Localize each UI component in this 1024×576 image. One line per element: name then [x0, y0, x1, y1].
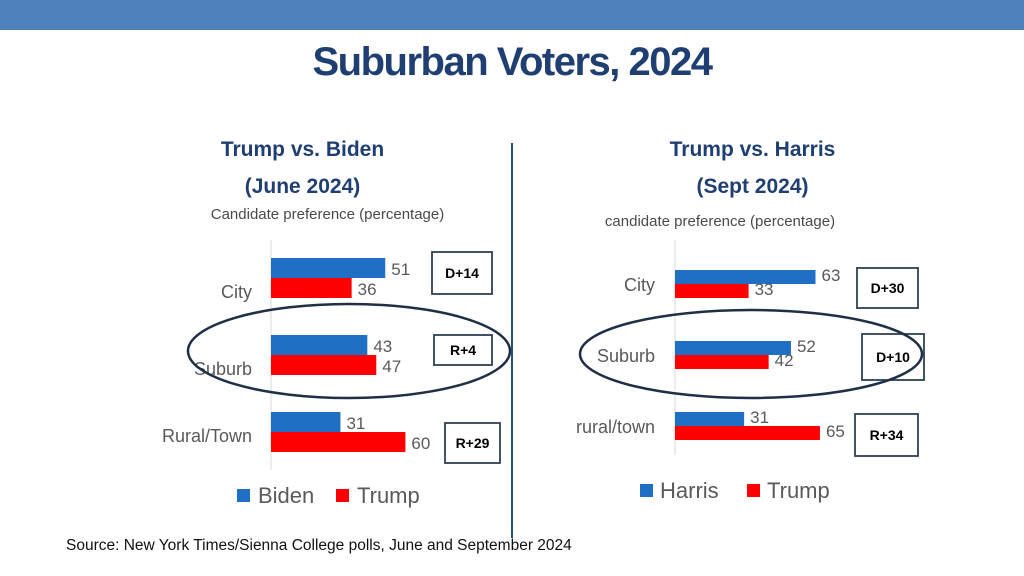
chart0-bar-biden [271, 335, 368, 355]
chart0-value-label: 51 [391, 260, 410, 279]
chart0-legend-swatch-biden [237, 489, 250, 502]
chart1-bar-harris [675, 270, 816, 284]
chart1-margin-label: D+30 [871, 280, 905, 296]
chart0-margin-label: R+29 [456, 435, 490, 451]
chart1-value-label: 65 [826, 422, 845, 441]
chart0-value-label: 47 [382, 357, 401, 376]
chart0-category-label: Rural/Town [162, 426, 252, 446]
chart0-bar-biden [271, 258, 386, 278]
chart0-bar-trump [271, 278, 352, 298]
chart1-value-label: 63 [821, 266, 840, 285]
source-note: Source: New York Times/Sienna College po… [66, 537, 572, 554]
chart1-highlight-ellipse [578, 308, 924, 400]
chart0-bar-trump [271, 432, 406, 452]
chart1-bar-trump [675, 426, 820, 440]
chart1-legend-swatch-harris [640, 484, 653, 497]
chart0-highlight-ellipse [186, 302, 512, 400]
chart0-margin-label: D+14 [445, 265, 479, 281]
right-chart-title: Trump vs. Harris [669, 138, 836, 161]
chart0-value-label: 43 [373, 337, 392, 356]
chart0-margin-box [444, 422, 501, 464]
slide-title: Suburban Voters, 2024 [312, 40, 713, 84]
chart0-legend-swatch-trump [336, 489, 349, 502]
chart1-category-label: City [624, 275, 655, 295]
chart1-bar-harris [675, 341, 791, 355]
chart0-legend-label: Trump [357, 483, 420, 508]
chart1-category-label: rural/town [576, 417, 655, 437]
header-bar [0, 0, 1024, 30]
chart1-margin-box [854, 413, 919, 457]
left-chart-title: Trump vs. Biden [220, 138, 385, 161]
chart1-value-label: 52 [797, 337, 816, 356]
chart1-margin-box [856, 267, 919, 309]
chart1-value-label: 31 [750, 408, 769, 427]
chart0-margin-box [433, 334, 493, 366]
chart0-value-label: 60 [411, 434, 430, 453]
chart1-legend-label: Harris [660, 478, 719, 503]
panel-divider [511, 143, 513, 538]
chart1-value-label: 33 [755, 280, 774, 299]
chart1-bar-harris [675, 412, 745, 426]
chart0-margin-label: R+4 [450, 342, 476, 358]
chart0-value-label: 31 [346, 414, 365, 433]
chart0-bar-biden [271, 412, 341, 432]
chart1-value-label: 42 [775, 351, 794, 370]
chart1-margin-label: D+10 [876, 349, 910, 365]
chart0-legend-label: Biden [258, 483, 314, 508]
chart0-category-label: Suburb [194, 359, 252, 379]
chart0-category-label: City [221, 282, 252, 302]
chart1-legend-swatch-trump [747, 484, 760, 497]
chart0-margin-box [431, 251, 493, 295]
left-chart-caption: Candidate preference (percentage) [210, 206, 445, 223]
chart1-legend-label: Trump [767, 478, 830, 503]
left-chart-subtitle: (June 2024) [244, 175, 361, 198]
chart1-bar-trump [675, 355, 769, 369]
chart0-value-label: 36 [358, 280, 377, 299]
chart1-bar-trump [675, 284, 749, 298]
right-chart-subtitle: (Sept 2024) [696, 175, 809, 198]
chart1-category-label: Suburb [597, 346, 655, 366]
chart0-bar-trump [271, 355, 377, 375]
right-chart-caption: candidate preference (percentage) [604, 213, 836, 230]
chart1-margin-label: R+34 [870, 427, 904, 443]
